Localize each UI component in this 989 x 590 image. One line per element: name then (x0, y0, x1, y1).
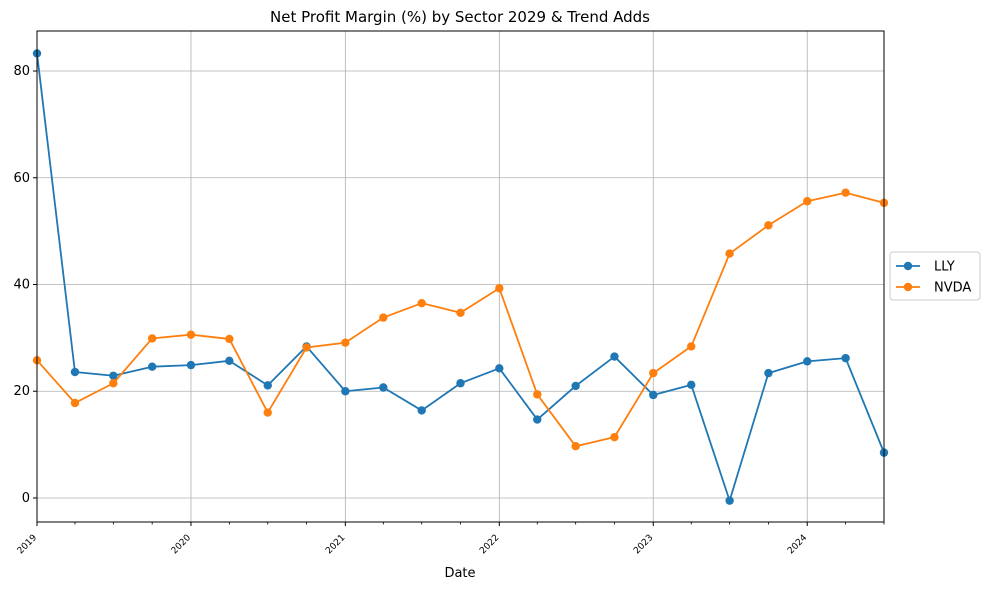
data-point-lly (379, 383, 388, 392)
data-point-lly (456, 379, 465, 388)
data-point-nvda (841, 188, 850, 197)
x-axis-title: Date (444, 566, 475, 581)
data-point-nvda (495, 284, 504, 293)
data-point-lly (225, 356, 234, 366)
data-point-lly (495, 364, 504, 373)
data-point-nvda (379, 313, 388, 322)
legend-label-lly: LLY (934, 260, 955, 275)
legend-frame (889, 251, 981, 301)
x-tick-label: 2021 (324, 533, 347, 556)
x-tick-label: 2022 (478, 533, 501, 556)
y-tick-label: 40 (13, 278, 30, 293)
data-point-nvda (456, 308, 465, 317)
data-point-lly (725, 496, 734, 505)
x-tick-label: 2024 (786, 533, 809, 556)
data-point-lly (571, 381, 580, 391)
data-point-lly (649, 390, 658, 400)
legend-marker-nvda (903, 282, 913, 292)
data-point-nvda (70, 398, 80, 408)
data-point-nvda (186, 330, 196, 339)
x-tick-label: 2019 (16, 533, 39, 556)
grid (36, 31, 884, 522)
chart-title: Net Profit Margin (%) by Sector 2029 & T… (270, 8, 650, 26)
data-point-nvda (225, 334, 234, 344)
legend-label-nvda: NVDA (934, 281, 971, 296)
data-point-nvda (109, 379, 118, 388)
data-point-nvda (764, 221, 773, 230)
data-point-lly (687, 380, 696, 390)
x-tick-label: 2020 (170, 533, 193, 556)
y-tick-label: 0 (22, 491, 30, 506)
data-point-nvda (725, 249, 734, 258)
data-point-nvda (341, 338, 350, 347)
data-point-nvda (263, 408, 272, 417)
data-point-lly (803, 357, 812, 366)
data-point-lly (764, 368, 773, 378)
data-point-lly (533, 415, 542, 424)
y-tick-label: 80 (13, 64, 30, 79)
data-point-nvda (571, 442, 580, 451)
data-point-nvda (147, 334, 157, 343)
data-point-nvda (803, 197, 812, 206)
data-point-lly (610, 352, 619, 361)
data-point-lly (109, 371, 118, 380)
y-tick-label: 20 (13, 384, 30, 399)
data-point-lly (341, 387, 350, 396)
data-point-lly (70, 367, 80, 377)
plot-frame (36, 30, 885, 523)
y-axis: 0 20 40 60 80 (13, 64, 37, 506)
x-tick-label: 2023 (632, 533, 655, 556)
data-point-nvda (610, 432, 619, 442)
data-point-lly (417, 406, 426, 415)
y-tick-label: 60 (13, 171, 30, 186)
data-point-nvda (533, 390, 542, 399)
data-point-nvda (687, 342, 696, 351)
data-point-nvda (302, 343, 311, 352)
data-point-lly (263, 381, 272, 390)
data-point-nvda (649, 368, 658, 378)
data-point-lly (841, 353, 850, 363)
series-line-lly (36, 53, 885, 502)
x-axis: 2019 2020 2021 2022 2023 2024 (16, 522, 885, 556)
data-point-nvda (417, 298, 426, 308)
legend-marker-lly (903, 261, 913, 271)
data-point-lly (186, 360, 196, 370)
series-layer (32, 49, 889, 505)
data-point-lly (147, 362, 157, 371)
legend: LLY NVDA (889, 251, 981, 301)
